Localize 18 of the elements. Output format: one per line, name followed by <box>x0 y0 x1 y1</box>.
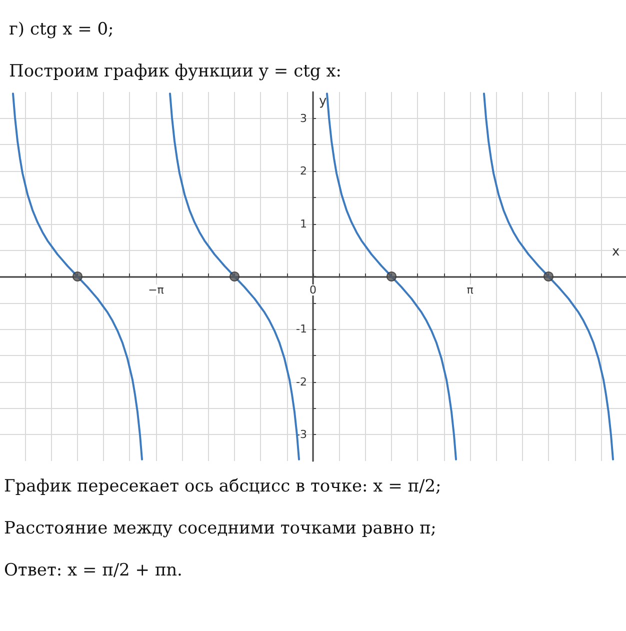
text: График пересекает ось абсцисс в точке: x = π/2; <box>4 476 442 496</box>
x-tick-label: −π <box>148 284 164 296</box>
x-tick-label: 0 <box>310 284 316 296</box>
text: Ответ: x = π/2 + πn. <box>4 560 182 580</box>
y-tick-label: 1 <box>300 217 307 230</box>
chart-title: г) ctg x = 0; <box>9 20 114 40</box>
y-tick-label: -2 <box>296 375 307 388</box>
y-tick-label: -1 <box>296 322 307 336</box>
y-tick-label: 2 <box>300 164 307 178</box>
y-axis-title: y <box>319 94 327 109</box>
line-series <box>12 92 143 460</box>
line-series <box>326 92 457 460</box>
chart-subtitle: Построим график функции y = ctg x: <box>9 62 342 82</box>
x-tick-label: π <box>466 284 474 296</box>
text: Расстояние между соседними точками равно π; <box>4 518 436 538</box>
y-tick-label: 3 <box>300 112 307 125</box>
x-axis-title: x <box>612 244 620 260</box>
line-series <box>483 92 614 460</box>
